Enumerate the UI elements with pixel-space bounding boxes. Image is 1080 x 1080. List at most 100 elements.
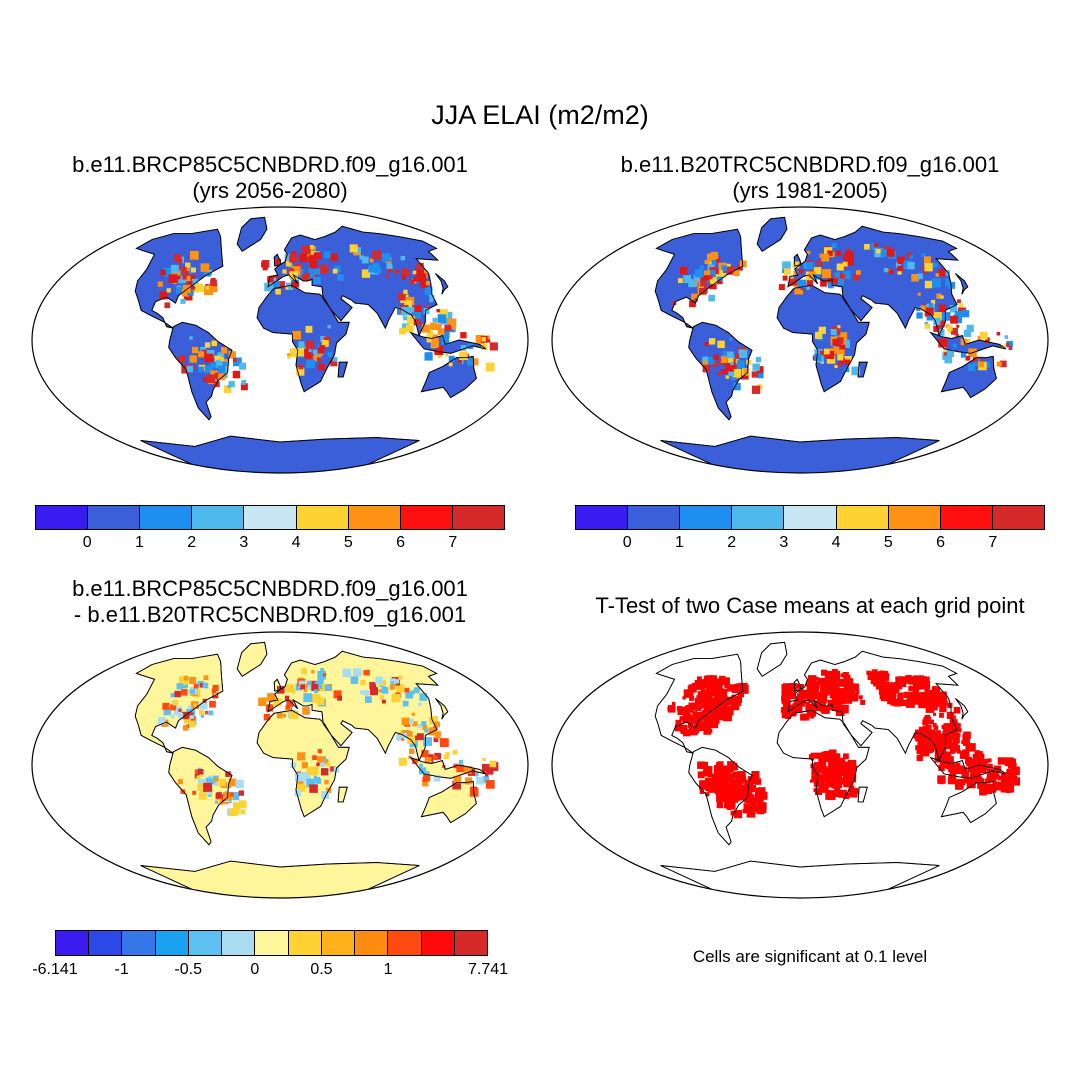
map-cell [733, 698, 742, 706]
map-cell [1011, 775, 1018, 782]
map-cell [754, 797, 759, 801]
map-cell [926, 697, 933, 704]
map-cell [996, 361, 1002, 367]
map-cell [463, 766, 472, 774]
panel-title-line2: (yrs 1981-2005) [732, 178, 888, 203]
map-cell [481, 343, 488, 351]
map-cell [443, 754, 449, 760]
map-cell [679, 266, 688, 275]
map-cell [717, 787, 724, 794]
map-cell [756, 788, 761, 793]
map-cell [824, 784, 829, 788]
map-cell [163, 707, 172, 716]
map-cell [820, 705, 827, 713]
map-cell [783, 703, 791, 711]
map-cell [986, 768, 996, 778]
map-cell [913, 693, 921, 700]
map-cell [837, 702, 842, 707]
map-cell [1006, 342, 1010, 347]
map-cell [342, 668, 352, 678]
map-cell [194, 283, 204, 293]
coastline [660, 435, 940, 473]
map-cell [715, 269, 723, 277]
map-cell [185, 266, 190, 272]
map-cell [289, 348, 299, 358]
map-cell [955, 781, 964, 790]
map-cell [714, 707, 722, 715]
map-cell [324, 779, 329, 785]
map-cell [986, 775, 994, 783]
map-cell [938, 269, 946, 277]
map-cell [314, 681, 323, 690]
map-cell [814, 752, 822, 759]
map-cell [801, 693, 809, 700]
colorbar-label: 0 [82, 534, 92, 551]
map-cell [183, 675, 189, 681]
map-cell [954, 779, 961, 786]
map-cell [836, 697, 841, 702]
map-cell [967, 338, 971, 343]
map-cell [703, 675, 709, 681]
coastline [756, 641, 788, 677]
map-cell [743, 803, 750, 810]
colorbar-swatch [784, 506, 837, 529]
map-cell [312, 755, 317, 760]
map-cell [882, 681, 890, 690]
map-cell [316, 687, 321, 692]
colorbar-swatch [421, 931, 455, 955]
map-cell [714, 702, 722, 709]
map-cell [695, 722, 702, 729]
map-cell [829, 790, 835, 797]
map-cell [755, 356, 762, 363]
map-cell [306, 778, 315, 788]
map-cell [484, 773, 489, 777]
map-cell [839, 332, 848, 341]
map-cell [845, 679, 854, 687]
map-cell [897, 265, 903, 272]
map-cell [833, 779, 843, 789]
panel-title-top-left: b.e11.BRCP85C5CNBDRD.f09_g16.001 (yrs 20… [30, 152, 510, 204]
map-cell [835, 753, 841, 758]
map-cell [297, 752, 306, 761]
map-cell [301, 771, 311, 781]
map-cell [482, 776, 489, 784]
map-cell [927, 745, 933, 752]
map-cell [703, 773, 708, 777]
map-cell [682, 696, 686, 700]
map-cell [708, 779, 714, 785]
map-cell [829, 780, 836, 787]
map-cell [692, 711, 698, 716]
map-cell [715, 763, 724, 772]
map-cell [757, 807, 765, 815]
map-cell [739, 682, 748, 691]
map-cell [429, 298, 433, 303]
map-cell [231, 792, 240, 801]
map-cell [203, 377, 208, 382]
map-cell [704, 700, 711, 707]
colorbar-label: 3 [779, 534, 789, 551]
colorbar-swatch [454, 931, 488, 955]
map-cell [742, 793, 747, 798]
map-cell [963, 329, 972, 338]
map-cell [921, 253, 926, 257]
map-cell [784, 268, 791, 276]
map-cell [486, 338, 491, 343]
map-cell [996, 331, 1001, 336]
map-cell [966, 324, 974, 332]
map-cell [691, 293, 698, 300]
map-cell [157, 717, 166, 725]
map-cell [420, 281, 427, 288]
map-cell [814, 787, 823, 795]
map-cell [962, 749, 970, 757]
map-cell [726, 351, 734, 359]
map-cell [826, 780, 831, 785]
map-cell [778, 284, 785, 291]
map-cell [190, 275, 196, 280]
map-cell [189, 336, 193, 340]
map-cell [394, 269, 399, 274]
colorbar-swatch [940, 506, 993, 529]
map-cell [434, 732, 441, 739]
map-cell [440, 328, 450, 338]
map-cell [714, 692, 723, 700]
map-cell [864, 243, 870, 250]
